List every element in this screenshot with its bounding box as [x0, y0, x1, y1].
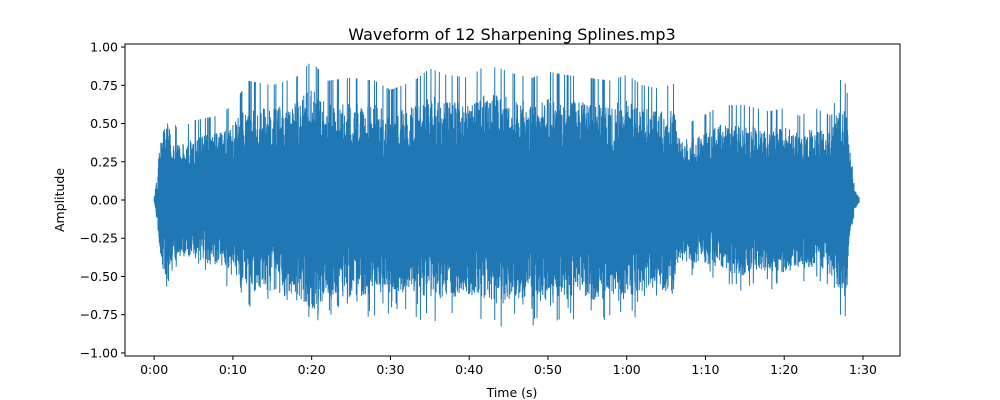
- x-tick-label: 1:20: [770, 362, 798, 377]
- x-tick-label: 0:30: [376, 362, 404, 377]
- chart-title: Waveform of 12 Sharpening Splines.mp3: [348, 25, 675, 44]
- x-tick-label: 0:00: [140, 362, 168, 377]
- x-axis-label: Time (s): [486, 385, 538, 400]
- y-tick-label: 0.25: [90, 154, 118, 169]
- y-tick-label: 0.50: [90, 116, 118, 131]
- x-tick-label: 0:20: [298, 362, 326, 377]
- x-tick-label: 1:30: [849, 362, 877, 377]
- x-tick-label: 0:40: [455, 362, 483, 377]
- y-tick-label: −0.50: [80, 269, 118, 284]
- y-tick-label: −0.25: [80, 231, 118, 246]
- x-tick-label: 1:10: [691, 362, 719, 377]
- y-axis: 1.00 0.75 0.50 0.25 0.00 −0.25 −0.50 −0.75 −1.00: [80, 40, 125, 360]
- x-tick-label: 1:00: [613, 362, 641, 377]
- waveform-line: [153, 63, 860, 327]
- y-axis-label: Amplitude: [52, 168, 67, 232]
- plot-area: [124, 43, 901, 357]
- y-tick-label: 0.00: [90, 193, 118, 208]
- x-tick-label: 0:50: [534, 362, 562, 377]
- x-tick-label: 0:10: [219, 362, 247, 377]
- y-tick-label: 0.75: [90, 78, 118, 93]
- y-tick-label: −0.75: [80, 307, 118, 322]
- waveform-series: [153, 63, 860, 327]
- y-tick-label: −1.00: [80, 345, 118, 360]
- y-tick-label: 1.00: [90, 40, 118, 55]
- x-axis: 0:00 0:10 0:20 0:30 0:40 0:50 1:00 1:10 1:20 1:30: [140, 356, 877, 377]
